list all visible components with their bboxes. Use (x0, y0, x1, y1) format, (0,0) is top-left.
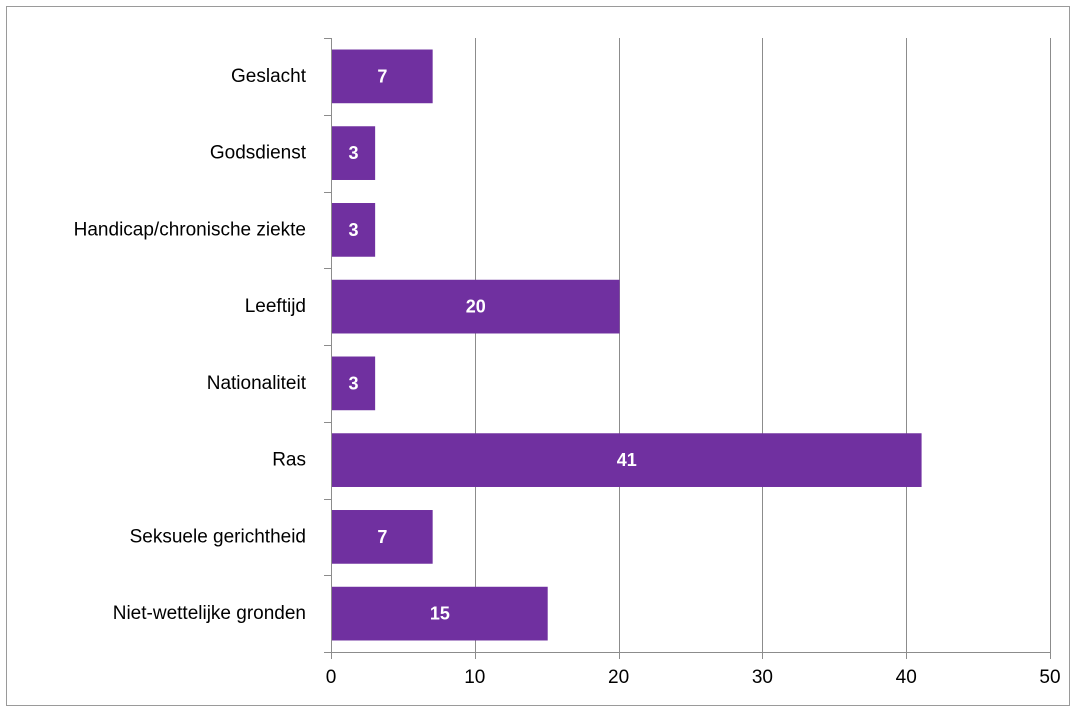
category-label: Ras (272, 450, 306, 471)
bar-godsdienst (332, 126, 376, 180)
category-label: Geslacht (231, 66, 307, 87)
data-label: 7 (377, 527, 387, 547)
category-label: Seksuele gerichtheid (130, 526, 306, 547)
data-label: 7 (377, 66, 387, 86)
bar-ras (332, 433, 922, 487)
x-tick-label: 30 (752, 667, 773, 688)
x-tick-label: 0 (326, 667, 337, 688)
category-label: Nationaliteit (207, 373, 307, 394)
x-tick-label: 20 (608, 667, 629, 688)
category-label: Niet-wettelijke gronden (113, 603, 306, 624)
bar-seksuele-gerichtheid (332, 510, 433, 564)
data-label: 3 (349, 373, 359, 393)
category-label: Godsdienst (210, 143, 307, 164)
x-tick-labels: 0 10 20 30 40 50 (326, 667, 1061, 688)
data-label: 3 (349, 220, 359, 240)
data-label: 15 (430, 604, 450, 624)
x-tick-label: 40 (896, 667, 917, 688)
data-label: 41 (617, 450, 637, 470)
bar-handicap-chronische-ziekte (332, 203, 376, 257)
axes (324, 38, 1051, 659)
bars: 7 3 3 20 3 41 7 15 (332, 49, 922, 641)
x-tick-label: 10 (464, 667, 485, 688)
bar-geslacht (332, 49, 433, 104)
x-tick-label: 50 (1039, 667, 1060, 688)
category-label: Leeftijd (245, 296, 306, 317)
bar-leeftijd (332, 279, 620, 334)
bar-niet-wettelijke-gronden (332, 586, 548, 641)
category-labels: Geslacht Godsdienst Handicap/chronische zi… (74, 66, 307, 624)
category-label: Handicap/chronische ziekte (74, 219, 306, 240)
data-label: 3 (349, 143, 359, 163)
grid-lines (475, 38, 1051, 652)
bar-nationaliteit (332, 356, 376, 411)
data-label: 20 (466, 297, 486, 317)
